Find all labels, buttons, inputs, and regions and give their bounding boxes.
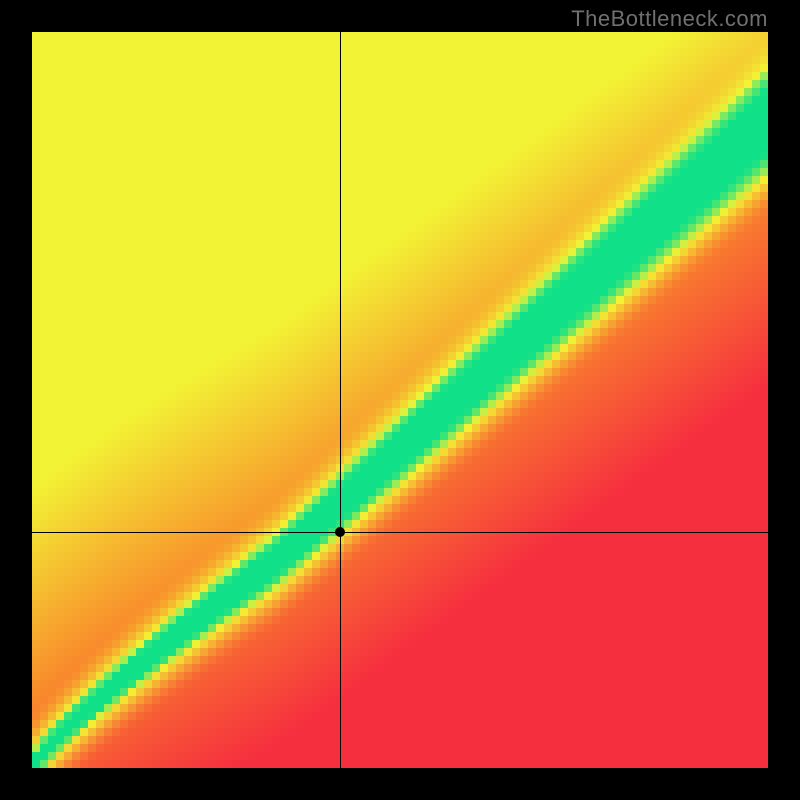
heatmap-canvas bbox=[32, 32, 768, 768]
crosshair-horizontal bbox=[32, 532, 768, 533]
watermark-text: TheBottleneck.com bbox=[571, 6, 768, 32]
chart-frame: TheBottleneck.com bbox=[0, 0, 800, 800]
crosshair-marker bbox=[335, 527, 345, 537]
crosshair-vertical bbox=[340, 32, 341, 768]
